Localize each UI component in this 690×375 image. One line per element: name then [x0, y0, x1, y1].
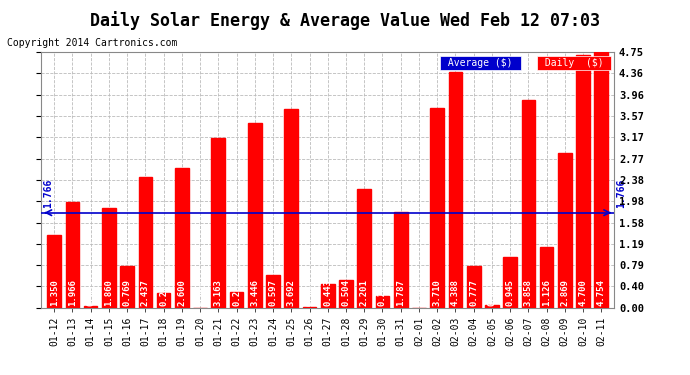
- Text: 2.869: 2.869: [560, 279, 569, 306]
- Text: 0.000: 0.000: [195, 279, 204, 306]
- Bar: [303, 307, 316, 308]
- Text: 0.017: 0.017: [305, 279, 314, 306]
- Bar: [595, 52, 608, 308]
- Bar: [375, 296, 389, 307]
- Text: 2.600: 2.600: [177, 279, 186, 306]
- Bar: [266, 276, 280, 308]
- Text: 4.754: 4.754: [597, 279, 606, 306]
- Text: 0.945: 0.945: [506, 279, 515, 306]
- Text: Copyright 2014 Cartronics.com: Copyright 2014 Cartronics.com: [7, 38, 177, 48]
- Bar: [139, 177, 152, 308]
- Bar: [576, 55, 590, 308]
- Text: Daily  ($): Daily ($): [539, 58, 609, 68]
- Bar: [211, 138, 225, 308]
- Text: 0.212: 0.212: [378, 279, 387, 306]
- Bar: [102, 208, 116, 308]
- Bar: [48, 235, 61, 308]
- Bar: [522, 100, 535, 308]
- Text: 0.504: 0.504: [342, 279, 351, 306]
- Text: 1.860: 1.860: [104, 279, 113, 306]
- Bar: [448, 72, 462, 308]
- Text: 1.787: 1.787: [396, 279, 405, 306]
- Bar: [66, 202, 79, 308]
- Text: 2.437: 2.437: [141, 279, 150, 306]
- Text: 1.966: 1.966: [68, 279, 77, 306]
- Bar: [120, 266, 134, 308]
- Bar: [540, 247, 553, 308]
- Bar: [357, 189, 371, 308]
- Bar: [321, 284, 335, 308]
- Text: 1.766: 1.766: [616, 179, 626, 209]
- Bar: [503, 257, 517, 307]
- Text: 3.710: 3.710: [433, 279, 442, 306]
- Bar: [157, 293, 170, 308]
- Bar: [558, 153, 572, 308]
- Text: 3.858: 3.858: [524, 279, 533, 306]
- Text: 1.766: 1.766: [43, 179, 53, 209]
- Text: 0.777: 0.777: [469, 279, 478, 306]
- Text: 0.000: 0.000: [415, 279, 424, 306]
- Text: 0.045: 0.045: [487, 279, 496, 306]
- Text: 1.126: 1.126: [542, 279, 551, 306]
- Text: 4.700: 4.700: [579, 279, 588, 306]
- Bar: [339, 280, 353, 308]
- Text: 2.201: 2.201: [359, 279, 368, 306]
- Text: 0.286: 0.286: [232, 279, 241, 306]
- Bar: [248, 123, 262, 308]
- Text: Average ($): Average ($): [442, 58, 519, 68]
- Text: 3.163: 3.163: [214, 279, 223, 306]
- Text: 0.031: 0.031: [86, 279, 95, 306]
- Text: Daily Solar Energy & Average Value Wed Feb 12 07:03: Daily Solar Energy & Average Value Wed F…: [90, 11, 600, 30]
- Bar: [431, 108, 444, 307]
- Text: 0.597: 0.597: [268, 279, 277, 306]
- Text: 0.273: 0.273: [159, 279, 168, 306]
- Text: 3.446: 3.446: [250, 279, 259, 306]
- Text: 4.388: 4.388: [451, 279, 460, 306]
- Bar: [83, 306, 97, 308]
- Text: 1.350: 1.350: [50, 279, 59, 306]
- Bar: [175, 168, 188, 308]
- Bar: [394, 211, 408, 308]
- Text: 3.692: 3.692: [287, 279, 296, 306]
- Bar: [467, 266, 480, 308]
- Bar: [284, 109, 298, 307]
- Bar: [230, 292, 244, 308]
- Text: 0.443: 0.443: [323, 279, 333, 306]
- Text: 0.769: 0.769: [123, 279, 132, 306]
- Bar: [485, 305, 499, 308]
